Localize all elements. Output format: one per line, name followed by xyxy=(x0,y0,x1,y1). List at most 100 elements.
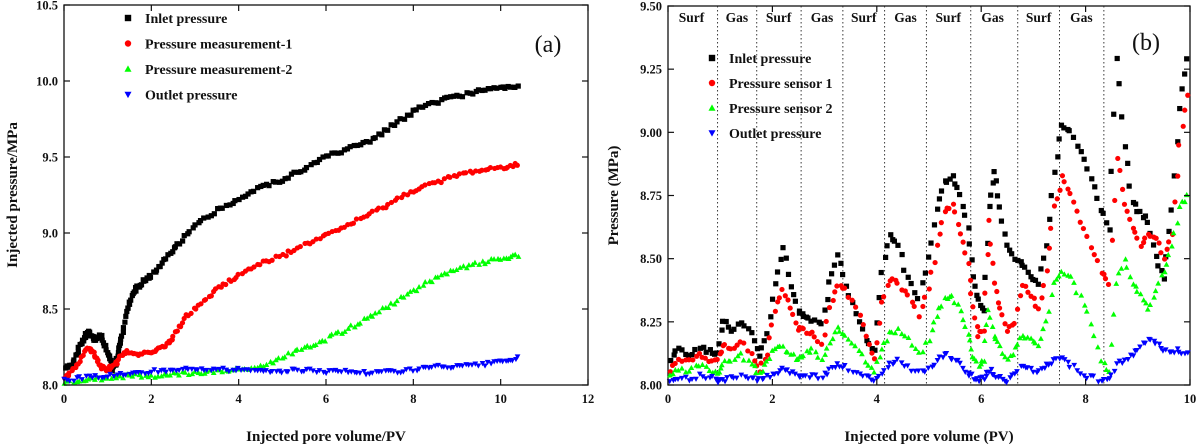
data-point xyxy=(225,369,232,375)
region-label-gas-8: Gas xyxy=(981,10,1004,25)
data-point xyxy=(400,369,407,375)
data-point xyxy=(812,317,818,323)
data-point xyxy=(1002,321,1008,327)
data-point xyxy=(766,335,772,341)
data-point xyxy=(1081,302,1088,308)
data-point xyxy=(754,346,761,352)
data-point xyxy=(990,260,996,266)
data-point xyxy=(905,274,911,280)
data-point xyxy=(1143,300,1149,306)
data-point xyxy=(970,304,976,310)
data-point xyxy=(109,368,115,374)
data-point xyxy=(928,240,934,246)
data-point xyxy=(1161,276,1167,282)
y-tick-label: 10.0 xyxy=(36,75,58,89)
data-point xyxy=(859,326,866,332)
data-point xyxy=(1012,256,1018,262)
x-tick-label: 8 xyxy=(1082,392,1088,406)
data-point xyxy=(878,299,885,305)
data-point xyxy=(148,369,155,376)
data-point xyxy=(167,372,173,378)
data-point xyxy=(1177,105,1183,112)
data-point xyxy=(696,371,703,377)
y-tick-label: 8.00 xyxy=(640,379,662,393)
data-point xyxy=(962,250,968,256)
data-point xyxy=(1130,281,1137,287)
data-point xyxy=(848,340,855,346)
y-tick-label: 9.25 xyxy=(640,63,662,77)
data-point xyxy=(840,271,846,278)
data-point xyxy=(946,205,952,212)
data-point xyxy=(487,164,494,171)
data-point xyxy=(1117,167,1123,174)
data-point xyxy=(188,310,194,316)
data-point xyxy=(935,206,941,212)
data-point xyxy=(416,366,423,372)
data-point xyxy=(753,369,759,376)
data-point xyxy=(985,251,991,258)
data-point xyxy=(232,198,238,204)
data-point xyxy=(316,368,323,374)
data-point xyxy=(922,270,928,276)
data-point xyxy=(968,371,975,377)
data-point xyxy=(1172,199,1178,205)
data-point xyxy=(157,263,163,270)
data-point xyxy=(880,339,887,346)
data-point xyxy=(459,363,466,369)
data-point xyxy=(719,318,726,324)
data-point xyxy=(463,170,469,176)
data-point xyxy=(960,316,966,323)
data-point xyxy=(1055,273,1062,279)
data-point xyxy=(1119,186,1126,192)
data-point xyxy=(955,301,962,307)
data-point xyxy=(1094,195,1100,201)
data-point xyxy=(830,297,836,304)
data-point xyxy=(826,279,832,285)
data-point xyxy=(881,294,887,300)
data-point xyxy=(364,315,371,321)
data-point xyxy=(159,260,165,266)
data-point xyxy=(1011,320,1017,327)
data-point xyxy=(686,368,693,374)
data-point xyxy=(1018,259,1024,265)
data-point xyxy=(849,297,855,303)
data-point xyxy=(834,283,840,289)
data-point xyxy=(1134,288,1140,294)
data-point xyxy=(1132,229,1138,235)
data-point xyxy=(338,150,344,156)
data-point xyxy=(779,365,785,371)
data-point xyxy=(473,168,479,174)
data-point xyxy=(120,325,127,331)
data-point xyxy=(881,368,887,374)
data-point xyxy=(1174,346,1181,352)
data-point xyxy=(683,351,689,358)
panel-b-plot-area xyxy=(667,5,1191,386)
data-point xyxy=(444,94,450,100)
data-point xyxy=(780,245,786,251)
data-point xyxy=(153,267,160,273)
data-point xyxy=(675,367,682,373)
data-point xyxy=(1080,225,1087,232)
data-point xyxy=(693,376,699,382)
data-point xyxy=(482,87,488,93)
data-point xyxy=(205,214,211,220)
data-point xyxy=(488,361,494,367)
data-point xyxy=(107,353,113,359)
data-point xyxy=(1098,358,1104,364)
data-point xyxy=(785,297,791,303)
data-point xyxy=(394,297,400,304)
data-point xyxy=(866,341,872,348)
data-point xyxy=(960,365,966,372)
data-point xyxy=(966,225,972,231)
data-point xyxy=(769,296,776,302)
data-point xyxy=(1121,357,1128,363)
data-point xyxy=(375,205,382,211)
data-point xyxy=(758,360,764,366)
data-point xyxy=(322,338,329,344)
legend-label: Pressure sensor 1 xyxy=(729,77,832,92)
panel-b-y-axis-label: Pressure (MPa) xyxy=(606,146,622,246)
data-point xyxy=(667,369,673,375)
data-point xyxy=(369,208,375,214)
data-point xyxy=(1168,207,1174,213)
data-point xyxy=(732,356,738,362)
